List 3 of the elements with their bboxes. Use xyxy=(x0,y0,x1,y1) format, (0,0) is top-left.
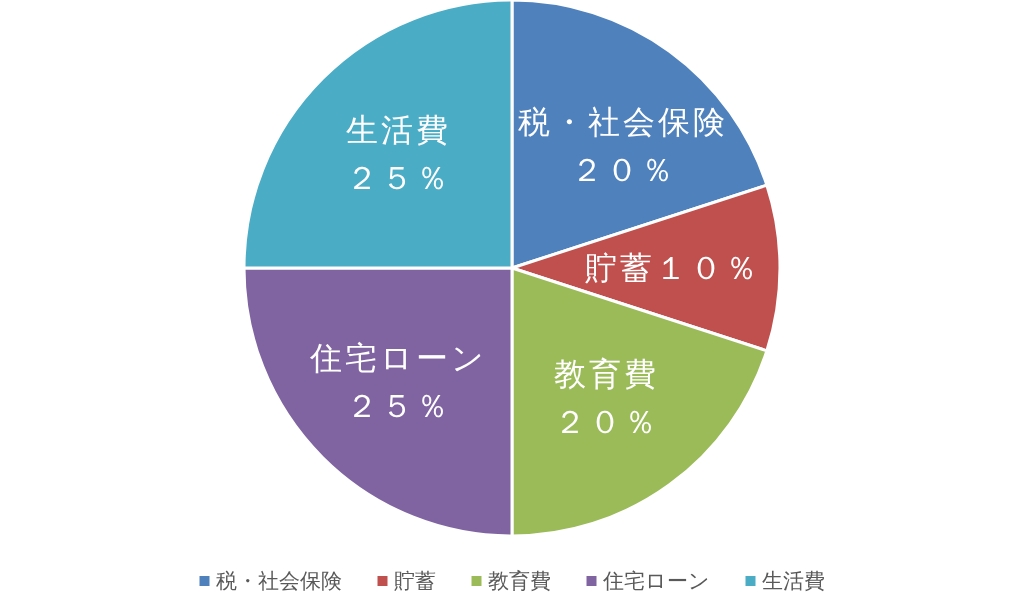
legend-label: 生活費 xyxy=(761,569,825,593)
legend-label: 貯蓄 xyxy=(393,569,436,593)
legend-label: 教育費 xyxy=(487,569,551,593)
